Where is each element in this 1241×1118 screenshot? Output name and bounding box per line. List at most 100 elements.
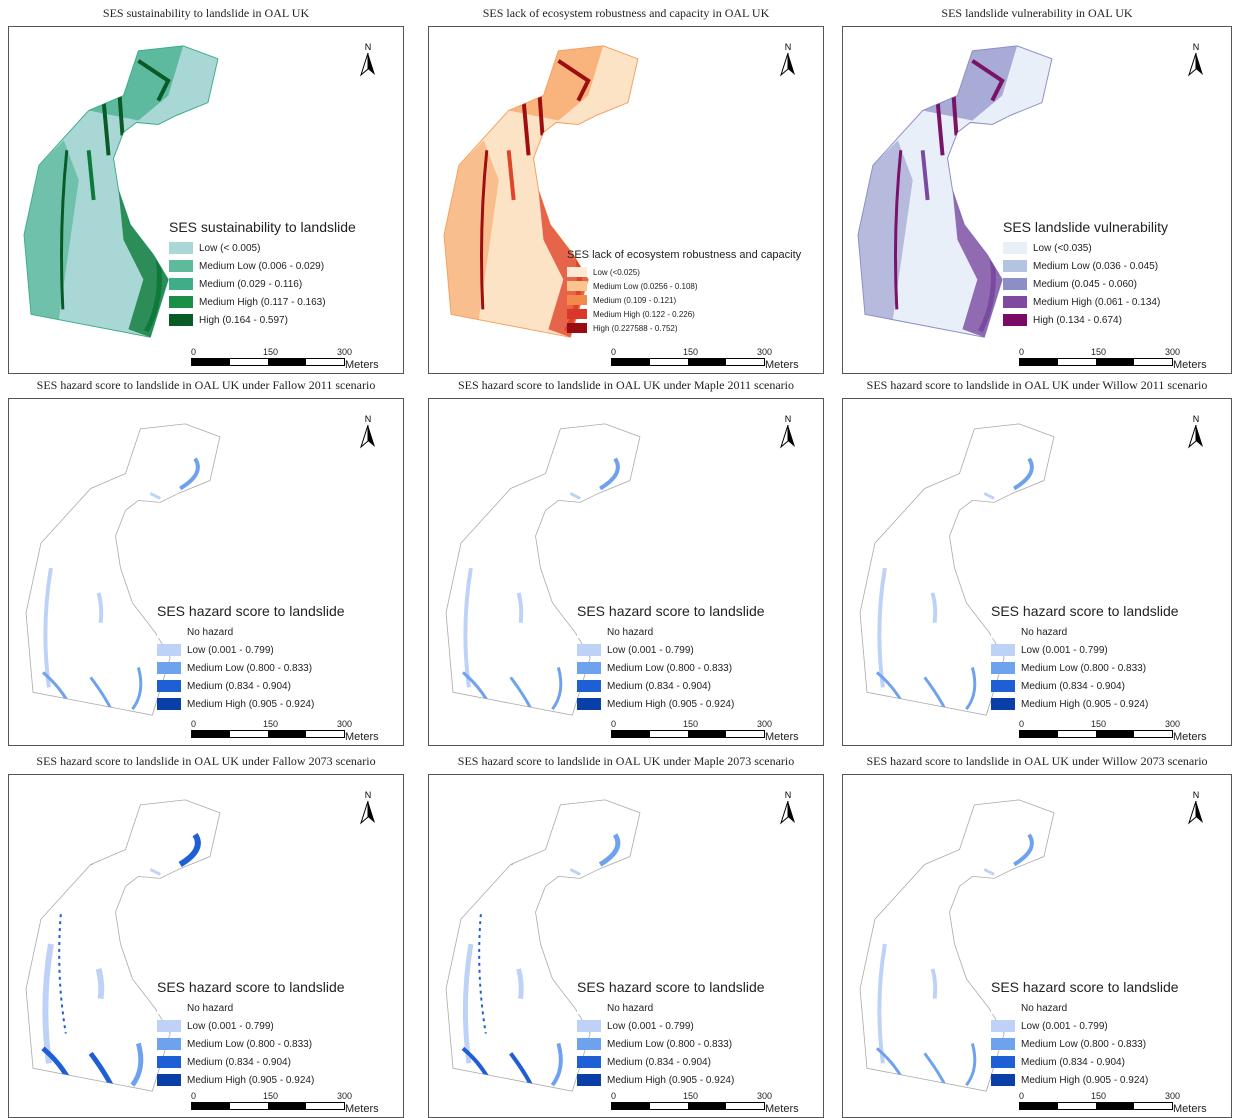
legend-item: Medium Low (0.800 - 0.833) (577, 1035, 765, 1053)
legend-swatch (157, 1020, 181, 1032)
north-label: N (1193, 42, 1200, 52)
scale-tick-label: 150 (683, 719, 699, 729)
map-frame: N SES hazard score to landslide No hazard L… (8, 398, 404, 746)
study-area-map (25, 799, 221, 1092)
legend-label: Medium High (0.905 - 0.924) (1021, 698, 1149, 710)
scale-bar-segments (191, 358, 345, 366)
legend-label: High (0.134 - 0.674) (1033, 314, 1122, 326)
legend-label: Medium Low (0.006 - 0.029) (199, 260, 325, 272)
legend-item: Medium High (0.061 - 0.134) (1003, 293, 1168, 311)
legend-item: No hazard (577, 623, 765, 641)
legend-label: Medium Low (0.800 - 0.833) (607, 1038, 733, 1050)
scale-bar-segments (1019, 730, 1173, 738)
legend-swatch (1003, 278, 1027, 290)
scale-tick-label: 0 (191, 1091, 197, 1101)
legend-item: Low (<0.025) (567, 265, 801, 279)
legend-item: Medium High (0.122 - 0.226) (567, 307, 801, 321)
legend-item: High (0.227588 - 0.752) (567, 321, 801, 335)
legend-label: Medium (0.109 - 0.121) (593, 295, 677, 305)
panel-title: SES hazard score to landslide in OAL UK … (866, 378, 1208, 392)
legend-label: Medium High (0.122 - 0.226) (593, 309, 695, 319)
legend-label: Medium (0.834 - 0.904) (607, 680, 711, 692)
map-panel: SES hazard score to landslide in OAL UK … (842, 754, 1232, 1118)
legend-item: Medium (0.834 - 0.904) (157, 1053, 345, 1071)
legend-label: Low (0.001 - 0.799) (187, 644, 274, 656)
legend-title: SES hazard score to landslide (991, 603, 1179, 619)
legend-label: Medium High (0.905 - 0.924) (187, 1074, 315, 1086)
map-frame: N SES hazard score to landslide No hazard L… (428, 774, 824, 1118)
scale-tick-label: 0 (611, 347, 617, 357)
study-area-map (859, 799, 1055, 1092)
legend-item: Medium High (0.905 - 0.924) (577, 695, 765, 713)
legend-swatch (567, 281, 587, 291)
north-arrow-icon: N (777, 413, 799, 449)
legend-item: Medium Low (0.800 - 0.833) (991, 659, 1179, 677)
legend-label: Medium (0.045 - 0.060) (1033, 278, 1137, 290)
legend-swatch (577, 1002, 601, 1014)
scale-bar: 0 150 300 Meters (191, 719, 391, 745)
legend-label: Medium Low (0.0256 - 0.108) (593, 281, 698, 291)
legend-item: Medium High (0.905 - 0.924) (991, 695, 1179, 713)
panel-title: SES hazard score to landslide in OAL UK … (866, 754, 1208, 768)
legend-label: High (0.227588 - 0.752) (593, 323, 678, 333)
legend-swatch (169, 278, 193, 290)
north-arrow-icon: N (777, 41, 799, 77)
legend-swatch (1003, 314, 1027, 326)
legend-label: Medium High (0.061 - 0.134) (1033, 296, 1161, 308)
study-area-fill (23, 45, 219, 338)
legend-item: Medium High (0.117 - 0.163) (169, 293, 356, 311)
scale-bar: 0 150 300 Meters (1019, 719, 1219, 745)
legend-item: Medium (0.029 - 0.116) (169, 275, 356, 293)
legend-item: Medium (0.834 - 0.904) (577, 677, 765, 695)
legend-item: Medium Low (0.800 - 0.833) (991, 1035, 1179, 1053)
legend-label: Low (0.001 - 0.799) (1021, 1020, 1108, 1032)
study-area-map (445, 799, 641, 1092)
map-legend: SES hazard score to landslide No hazard Lo… (157, 603, 345, 713)
legend-title: SES hazard score to landslide (577, 979, 765, 995)
map-panel: SES hazard score to landslide in OAL UK … (428, 378, 824, 746)
legend-item: Medium (0.834 - 0.904) (577, 1053, 765, 1071)
legend-label: Medium Low (0.800 - 0.833) (1021, 662, 1147, 674)
legend-label: Medium (0.834 - 0.904) (187, 1056, 291, 1068)
scale-tick-label: 150 (1091, 719, 1107, 729)
legend-swatch (1003, 296, 1027, 308)
study-area-fill (857, 45, 1053, 338)
north-label: N (365, 42, 372, 52)
scale-tick-label: 0 (191, 719, 197, 729)
scale-unit: Meters (1173, 359, 1207, 371)
legend-item: No hazard (157, 623, 345, 641)
legend-label: Low (<0.035) (1033, 242, 1092, 254)
study-area-outline (25, 799, 221, 1092)
legend-item: Medium High (0.905 - 0.924) (157, 695, 345, 713)
scale-tick-label: 150 (683, 1091, 699, 1101)
legend-swatch (1003, 260, 1027, 272)
map-legend: SES hazard score to landslide No hazard Lo… (991, 979, 1179, 1089)
legend-swatch (991, 662, 1015, 674)
map-legend: SES hazard score to landslide No hazard Lo… (577, 979, 765, 1089)
legend-label: Low (0.001 - 0.799) (1021, 644, 1108, 656)
map-panel: SES lack of ecosystem robustness and cap… (428, 6, 824, 374)
legend-item: Medium Low (0.800 - 0.833) (157, 659, 345, 677)
legend-item: Medium (0.834 - 0.904) (991, 1053, 1179, 1071)
north-arrow-icon: N (1185, 413, 1207, 449)
panel-title: SES hazard score to landslide in OAL UK … (36, 754, 376, 768)
legend-item: Low (0.001 - 0.799) (577, 641, 765, 659)
legend-swatch (577, 644, 601, 656)
study-area-map (859, 423, 1055, 716)
north-label: N (785, 414, 792, 424)
legend-label: No hazard (1021, 626, 1068, 638)
scale-tick-label: 150 (683, 347, 699, 357)
legend-item: High (0.164 - 0.597) (169, 311, 356, 329)
legend-label: Medium Low (0.800 - 0.833) (187, 662, 313, 674)
scale-tick-label: 300 (1165, 719, 1181, 729)
legend-label: High (0.164 - 0.597) (199, 314, 288, 326)
study-area-map (23, 45, 219, 338)
legend-item: High (0.134 - 0.674) (1003, 311, 1168, 329)
map-frame: N SES sustainability to landslide Low (< 0… (8, 26, 404, 374)
legend-swatch (991, 1074, 1015, 1086)
legend-label: No hazard (607, 1002, 654, 1014)
legend-item: Medium (0.834 - 0.904) (157, 677, 345, 695)
scale-tick-label: 150 (1091, 1091, 1107, 1101)
legend-item: Medium Low (0.800 - 0.833) (157, 1035, 345, 1053)
map-panel: SES landslide vulnerability in OAL UK N SE… (842, 6, 1232, 374)
